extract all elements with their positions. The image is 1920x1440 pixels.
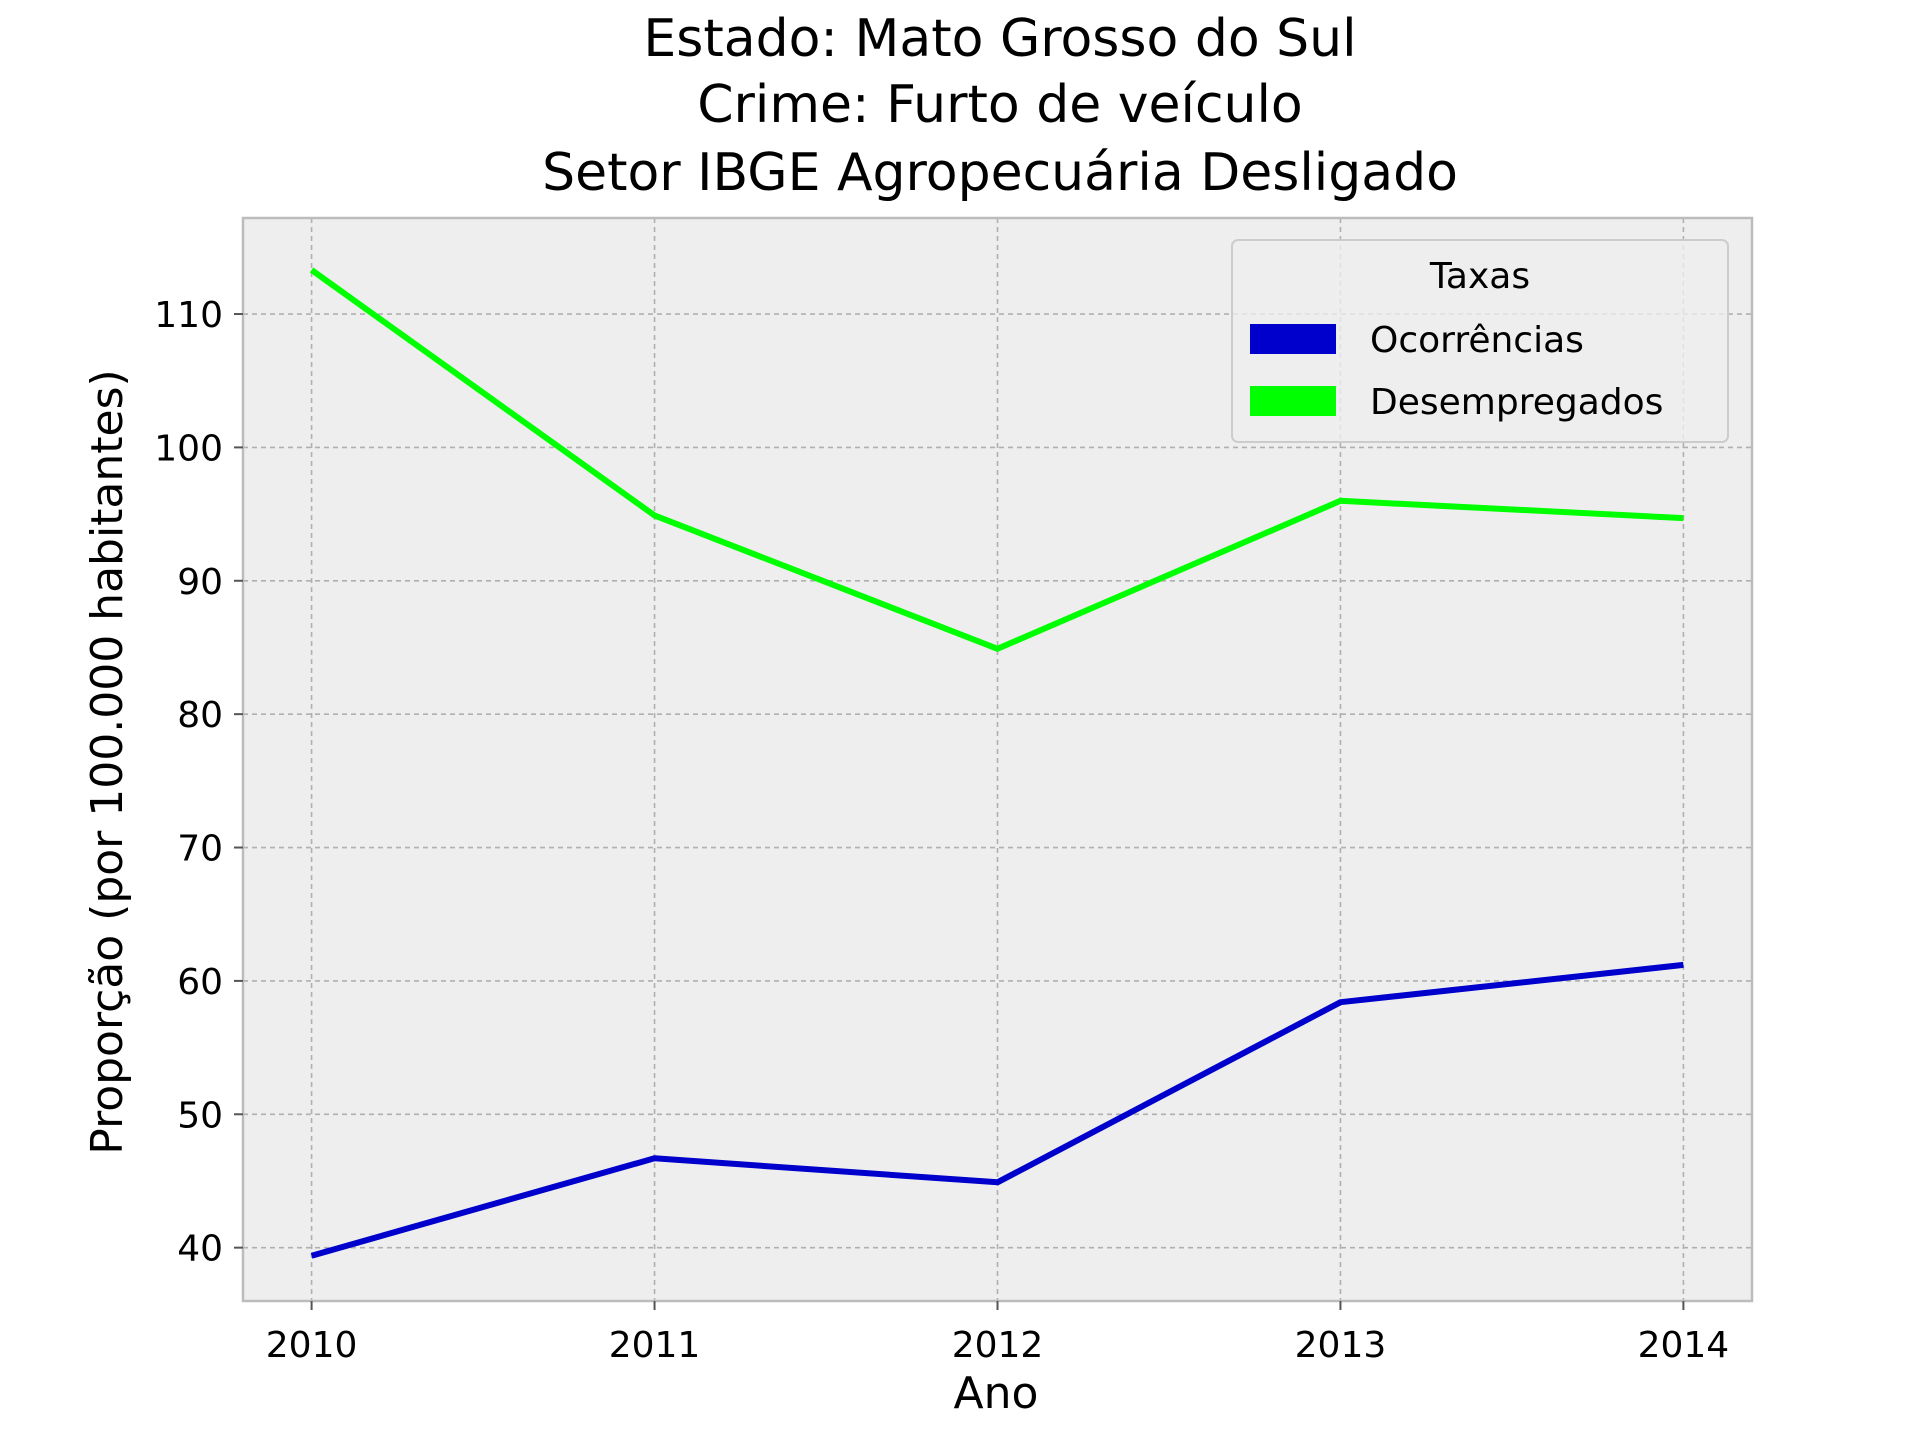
- chart-title-line-2: Crime: Furto de veículo: [697, 75, 1303, 135]
- y-tick-label: 40: [177, 1229, 223, 1270]
- legend-box: [1231, 239, 1729, 443]
- series-line-desempregados: [309, 267, 1684, 652]
- x-axis-ticks: 2010 2011 2012 2013 2014: [266, 1301, 1729, 1366]
- legend-title: Taxas: [1429, 256, 1530, 297]
- legend-swatch-ocorrencias: [1250, 324, 1336, 354]
- legend-label-desempregados: Desempregados: [1370, 382, 1663, 423]
- y-tick-label: 90: [177, 562, 223, 603]
- x-tick-label: 2011: [609, 1325, 701, 1366]
- y-axis-label: Proporção (por 100.000 habitantes): [82, 369, 133, 1154]
- y-tick-label: 100: [154, 428, 223, 469]
- y-tick-label: 60: [177, 962, 223, 1003]
- x-tick-label: 2012: [952, 1325, 1044, 1366]
- x-axis-label: Ano: [954, 1368, 1039, 1419]
- x-tick-label: 2013: [1295, 1325, 1387, 1366]
- legend-entries: Ocorrências Desempregados: [1250, 320, 1663, 423]
- chart-title-line-3: Setor IBGE Agropecuária Desligado: [542, 143, 1458, 203]
- x-tick-label: 2014: [1638, 1325, 1730, 1366]
- legend: Taxas Ocorrências Desempregados: [1231, 239, 1729, 443]
- series-layer: [309, 267, 1684, 1259]
- legend-swatch-desempregados: [1250, 386, 1336, 416]
- y-tick-label: 50: [177, 1095, 223, 1136]
- legend-label-ocorrencias: Ocorrências: [1370, 320, 1584, 361]
- y-axis-ticks: 40 50 60 70 80 90 100 110: [154, 295, 243, 1270]
- y-tick-label: 110: [154, 295, 223, 336]
- series-line-ocorrencias: [310, 961, 1684, 1259]
- y-tick-label: 70: [177, 829, 223, 870]
- chart-title-line-1: Estado: Mato Grosso do Sul: [643, 9, 1356, 69]
- y-tick-label: 80: [177, 695, 223, 736]
- x-tick-label: 2010: [266, 1325, 358, 1366]
